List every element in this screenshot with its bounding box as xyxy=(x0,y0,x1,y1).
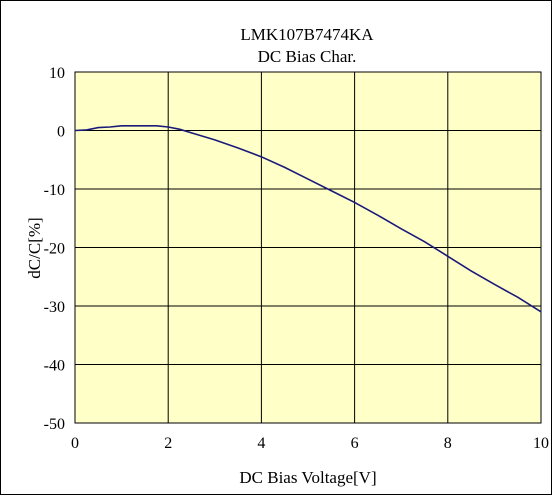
x-tick-labels: 0 2 4 6 8 10 xyxy=(71,435,549,452)
chart-title-line2: DC Bias Char. xyxy=(258,47,357,66)
y-tick-label-4: -30 xyxy=(44,299,65,316)
x-tick-label-3: 6 xyxy=(351,435,359,452)
y-tick-label-6: -50 xyxy=(44,416,65,433)
y-tick-label-3: -20 xyxy=(44,241,65,258)
y-tick-label-0: 10 xyxy=(49,65,65,82)
x-tick-label-1: 2 xyxy=(164,435,172,452)
grid-lines xyxy=(75,72,541,423)
x-tick-label-0: 0 xyxy=(71,435,79,452)
y-tick-label-1: 0 xyxy=(57,124,65,141)
x-tick-label-2: 4 xyxy=(257,435,265,452)
x-axis-label: DC Bias Voltage[V] xyxy=(239,468,376,487)
series-line xyxy=(74,125,542,313)
x-tick-label-4: 8 xyxy=(444,435,452,452)
y-tick-labels: 10 0 -10 -20 -30 -40 -50 xyxy=(44,65,65,433)
y-tick-label-2: -10 xyxy=(44,182,65,199)
y-tick-label-5: -40 xyxy=(44,358,65,375)
chart-title-line1: LMK107B7474KA xyxy=(240,25,374,44)
x-tick-label-5: 10 xyxy=(533,435,549,452)
y-axis-label: dC/C[%] xyxy=(25,217,44,278)
